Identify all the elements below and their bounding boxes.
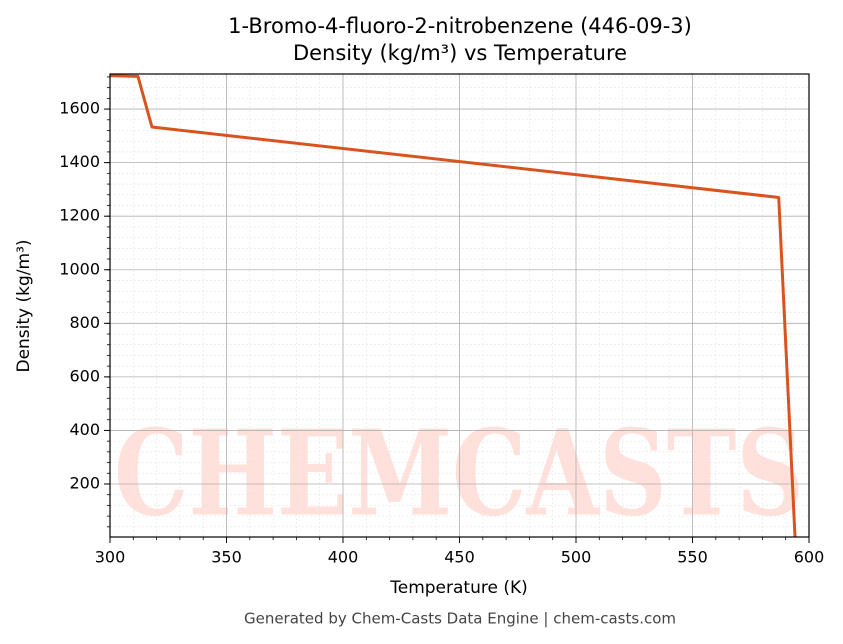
x-tick-label: 350 [211,548,242,567]
data-line [110,74,797,537]
x-tick-label: 400 [328,548,359,567]
y-tick-label: 600 [69,366,100,385]
x-tick-label: 600 [794,548,825,567]
y-tick-label: 1600 [59,99,100,118]
x-tick-label: 500 [561,548,592,567]
x-axis-label: Temperature (K) [389,578,528,598]
y-axis-label: Density (kg/m³) [14,239,34,372]
y-tick-label: 800 [69,313,100,332]
footer: Generated by Chem-Casts Data Engine | ch… [244,610,676,628]
y-tick-label: 1200 [59,206,100,225]
x-tick-label: 550 [677,548,708,567]
plot-frame [109,73,810,538]
x-tick-label: 300 [95,548,126,567]
y-tick-label: 400 [69,420,100,439]
y-tick-label: 200 [69,473,100,492]
x-tick-label: 450 [444,548,475,567]
chart-subtitle: Density (kg/m³) vs Temperature [293,41,627,65]
y-tick-label: 1000 [59,259,100,278]
chart-title: 1-Bromo-4-fluoro-2-nitrobenzene (446-09-… [228,14,692,38]
y-tick-label: 1400 [59,152,100,171]
